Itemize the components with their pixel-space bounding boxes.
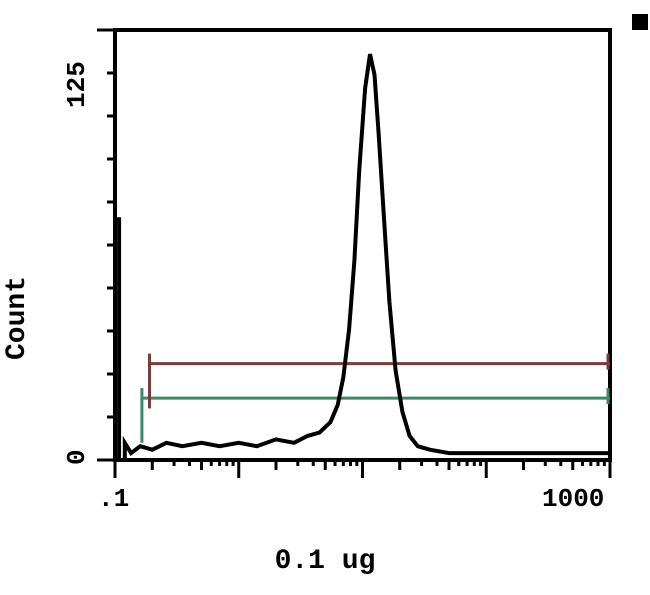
x-tick-label-1000: 1000 <box>542 484 604 514</box>
y-axis-label-text: Count <box>2 276 33 360</box>
y-tick-label-125: 125 <box>62 61 92 108</box>
y-tick-label-0: 0 <box>62 449 92 465</box>
x-axis-label: 0.1 ug <box>0 546 650 577</box>
x-tick-label-0p1: .1 <box>98 484 129 514</box>
corner-marker <box>632 14 648 30</box>
chart-canvas: Count 0.1 ug 0 125 .1 1000 <box>0 0 650 595</box>
x-axis-label-text: 0.1 ug <box>275 546 376 577</box>
gate-maroon <box>149 354 610 409</box>
plot-frame <box>115 30 610 460</box>
y-axis-label: Count <box>2 276 33 360</box>
gate-green <box>142 388 610 443</box>
